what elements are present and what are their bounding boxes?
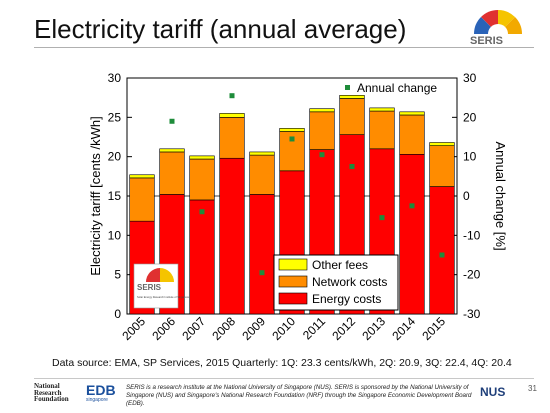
right-tick-label: 10 [463,150,477,164]
bar-network-costs-2012 [339,98,365,135]
x-tick-label: 2014 [389,314,418,343]
legend: Other fees Network costs Energy costs [273,254,399,311]
bar-network-costs-2006 [159,151,185,195]
bar-energy-costs-2009 [249,194,275,315]
bar-other-fees-2007 [189,155,215,160]
bar-other-fees-2013 [369,107,395,112]
nrf-logo-line-2: Research [34,388,62,397]
page-number: 31 [528,384,537,393]
bar-energy-costs-2008 [219,157,245,315]
right-tick-label: 0 [463,189,470,203]
bar-network-costs-2014 [399,114,425,155]
annual-change-legend-label: Annual change [357,81,437,95]
right-tick-label: 30 [463,71,477,85]
left-tick-label: 20 [108,150,122,164]
x-tick-label: 2005 [119,314,148,343]
x-axis-labels: 2005 2006 2007 2008 2009 2010 2011 2012 2013 2014… [119,314,448,343]
bar-other-fees-2012 [339,95,365,99]
seris-logo-text: SERIS [470,35,503,47]
inset-logo-caption: Solar Energy Research Institute of Singa… [137,295,190,299]
bar-other-fees-2008 [219,113,245,118]
bar-other-fees-2011 [309,108,335,113]
annual-change-marker-2015 [439,252,445,258]
inset-sunburst-icon [160,268,174,282]
bar-network-costs-2007 [189,158,215,201]
sunburst-icon [473,9,523,44]
edb-logo-sub: singapore [86,397,108,403]
legend-label-energy-costs: Energy costs [312,292,381,306]
nrf-logo-line-1: National [34,382,60,390]
annual-change-marker-2006 [169,118,175,124]
seris-logo: SERIS [470,9,523,47]
bar-other-fees-2006 [159,148,185,153]
bar-other-fees-2015 [429,142,455,146]
bar-energy-costs-2007 [189,199,215,315]
right-tick-label: -20 [463,268,481,282]
y-axis-left-label: Electricity tariff [cents /kWh] [88,116,103,275]
annual-change-legend-marker [345,85,350,90]
nus-logo: NUS [480,385,506,399]
bar-network-costs-2008 [219,117,245,159]
left-tick-label: 25 [108,110,122,124]
x-tick-label: 2008 [209,314,238,343]
annual-change-legend: Annual change [345,81,437,95]
x-tick-label: 2009 [239,314,268,343]
legend-label-other-fees: Other fees [312,258,368,272]
edb-logo: EDB [86,382,116,398]
bar-network-costs-2015 [429,145,455,187]
annual-change-marker-2010 [289,136,295,142]
slide-title: Electricity tariff (annual average) [34,14,407,44]
x-tick-label: 2007 [179,314,208,343]
left-tick-label: 30 [108,71,122,85]
annual-change-marker-2013 [379,215,385,221]
annual-change-marker-2009 [259,270,265,276]
bar-energy-costs-2015 [429,186,455,315]
annual-change-marker-2011 [319,152,325,158]
legend-swatch-other-fees [278,258,308,271]
y-axis-right-label: Annual change [%] [493,141,508,250]
footer-divider [34,378,534,379]
title-divider [34,47,534,48]
left-tick-label: 5 [114,268,121,282]
right-tick-label: -10 [463,228,481,242]
left-axis: 0 5 10 15 20 25 30 [108,71,132,321]
annual-change-marker-2008 [229,93,235,99]
x-tick-label: 2015 [419,314,448,343]
inset-logo-text: SERIS [137,283,162,292]
footer-text: SERIS is a research institute at the Nat… [126,384,472,407]
nrf-logo-line-3: Foundation [34,395,69,403]
x-tick-label: 2012 [329,314,358,343]
bar-other-fees-2014 [399,111,425,116]
right-tick-label: -30 [463,307,481,321]
annual-change-marker-2007 [199,209,205,215]
bar-network-costs-2013 [369,110,395,150]
x-tick-label: 2011 [300,314,328,342]
annual-change-markers [169,93,445,276]
annual-change-marker-2012 [349,164,355,169]
bar-other-fees-2010 [279,128,305,132]
legend-swatch-energy-costs [278,292,308,305]
bar-other-fees-2005 [129,174,155,179]
x-tick-label: 2013 [359,314,388,343]
nrf-logo: National Research Foundation [34,383,84,403]
inset-seris-logo: SERIS Solar Energy Research Institute of… [133,263,190,309]
legend-label-network-costs: Network costs [312,275,387,289]
left-tick-label: 10 [108,228,122,242]
x-tick-label: 2006 [149,314,178,343]
bar-series [129,95,455,315]
left-tick-label: 15 [108,189,122,203]
bar-other-fees-2009 [249,151,275,156]
inset-sunburst-red [146,268,160,282]
data-source-note: Data source: EMA, SP Services, 2015 Quar… [52,357,512,369]
bar-network-costs-2009 [249,154,275,195]
x-tick-label: 2010 [269,314,298,343]
bar-network-costs-2005 [129,177,155,222]
legend-swatch-network-costs [278,275,308,288]
bar-energy-costs-2014 [399,154,425,315]
right-tick-label: 20 [463,110,477,124]
left-tick-label: 0 [114,307,121,321]
bar-network-costs-2011 [309,111,335,150]
annual-change-marker-2014 [409,203,415,209]
